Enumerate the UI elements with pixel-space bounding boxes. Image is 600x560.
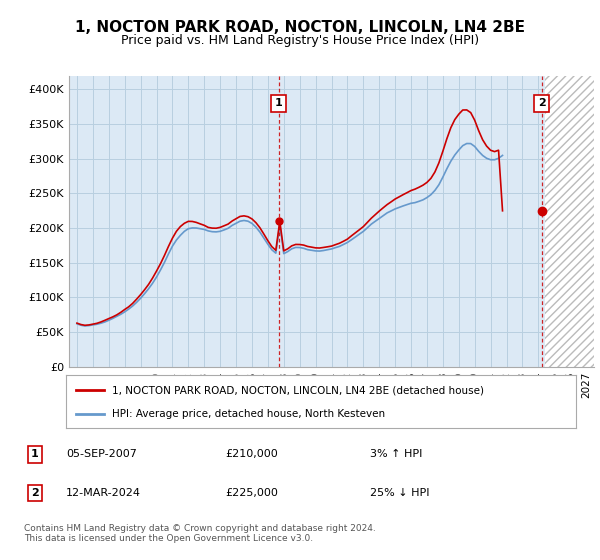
Text: £225,000: £225,000 (225, 488, 278, 498)
Text: HPI: Average price, detached house, North Kesteven: HPI: Average price, detached house, Nort… (112, 408, 385, 418)
Text: £210,000: £210,000 (225, 450, 278, 459)
Text: 12-MAR-2024: 12-MAR-2024 (66, 488, 141, 498)
Text: 2: 2 (31, 488, 38, 498)
Text: 2: 2 (538, 98, 545, 108)
Text: 05-SEP-2007: 05-SEP-2007 (66, 450, 137, 459)
Text: 1, NOCTON PARK ROAD, NOCTON, LINCOLN, LN4 2BE: 1, NOCTON PARK ROAD, NOCTON, LINCOLN, LN… (75, 20, 525, 35)
Text: 1: 1 (31, 450, 38, 459)
Text: 1, NOCTON PARK ROAD, NOCTON, LINCOLN, LN4 2BE (detached house): 1, NOCTON PARK ROAD, NOCTON, LINCOLN, LN… (112, 385, 484, 395)
Text: 1: 1 (275, 98, 283, 108)
Text: Contains HM Land Registry data © Crown copyright and database right 2024.
This d: Contains HM Land Registry data © Crown c… (24, 524, 376, 543)
Text: 3% ↑ HPI: 3% ↑ HPI (370, 450, 422, 459)
Text: 25% ↓ HPI: 25% ↓ HPI (370, 488, 430, 498)
Text: Price paid vs. HM Land Registry's House Price Index (HPI): Price paid vs. HM Land Registry's House … (121, 34, 479, 46)
